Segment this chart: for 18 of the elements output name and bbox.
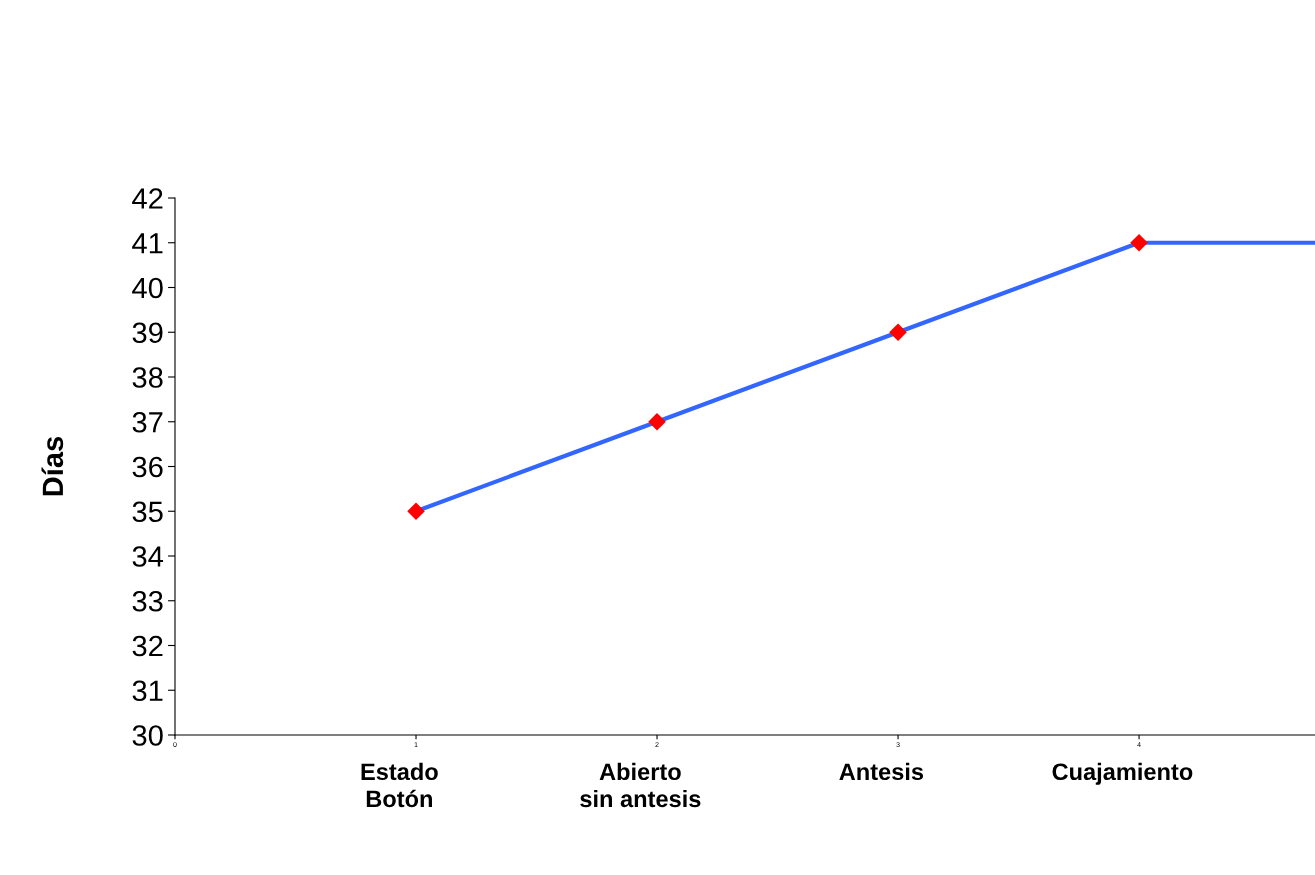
y-tick-label: 37 (132, 411, 163, 433)
y-tick-label: 42 (132, 188, 163, 209)
y-tick-label: 38 (132, 367, 163, 388)
y-tick-label: 34 (132, 546, 164, 567)
y-tick-label: 33 (132, 590, 163, 612)
y-tick-label: 41 (132, 233, 163, 254)
text: Estado Botón (361, 762, 438, 808)
text: Abierto sin antesis (580, 762, 701, 808)
y-tick-label: 36 (132, 456, 163, 478)
y-tick-label: 30 (132, 725, 163, 746)
y-tick-label: 32 (132, 635, 163, 657)
text: Cuajamiento (1052, 762, 1193, 785)
text: Antesis (839, 762, 924, 781)
y-tick-label: 35 (132, 501, 163, 523)
y-tick-label: 40 (132, 277, 163, 299)
y-tick-label: 31 (132, 680, 163, 702)
y-axis-title: Días (41, 436, 64, 496)
y-tick-label: 39 (132, 322, 163, 344)
